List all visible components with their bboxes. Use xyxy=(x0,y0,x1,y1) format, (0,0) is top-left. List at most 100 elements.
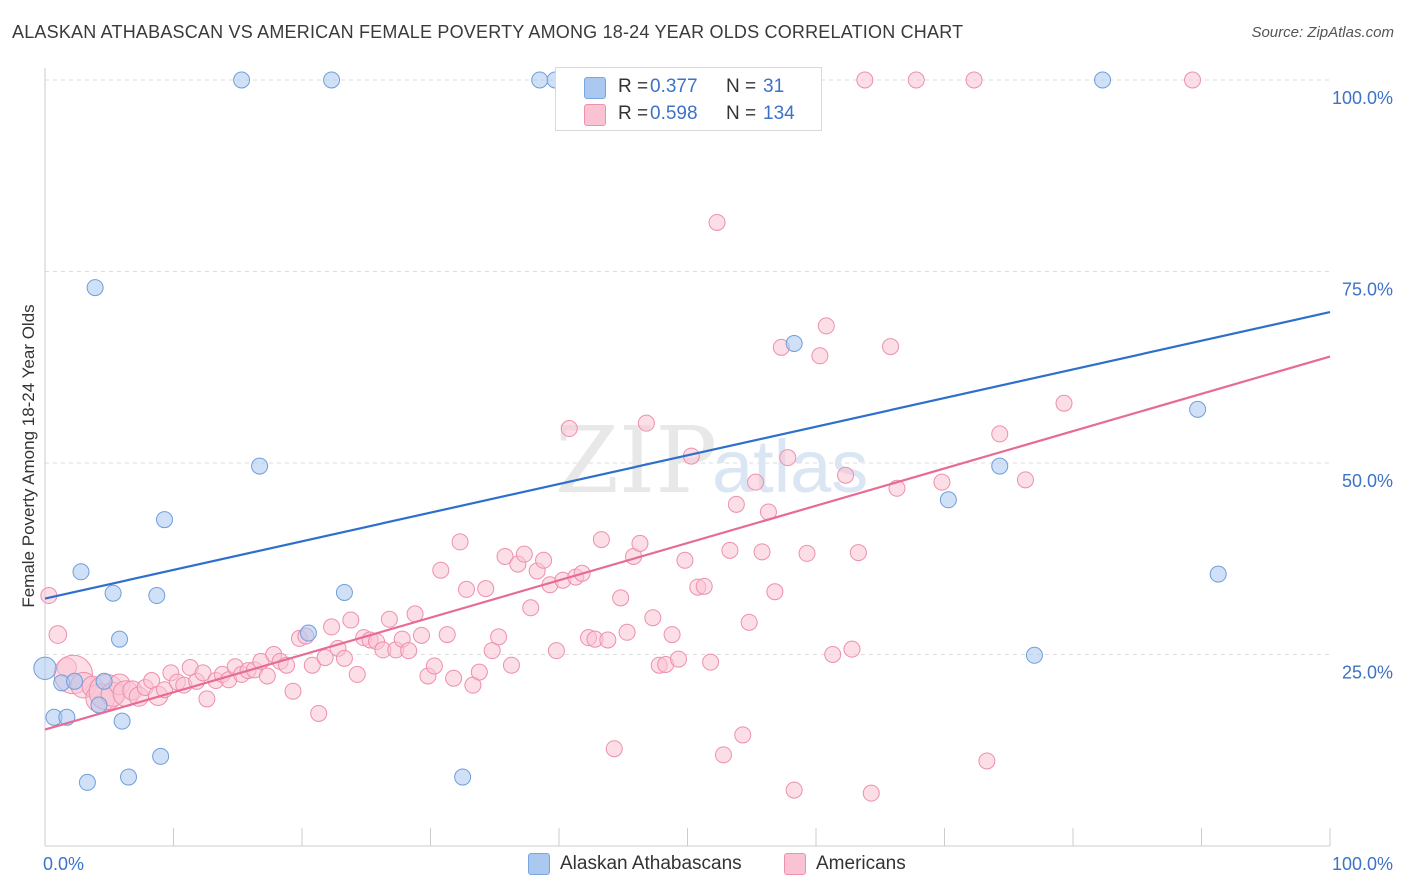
data-point-americans xyxy=(1016,471,1034,489)
legend-r-label: R = xyxy=(618,76,649,97)
data-point-americans xyxy=(824,646,842,663)
data-point-americans xyxy=(48,625,68,644)
data-point-alaskan-athabascans xyxy=(939,491,957,509)
data-point-alaskan-athabascans xyxy=(86,279,104,297)
watermark: ZIP atlas xyxy=(555,407,868,514)
data-point-americans xyxy=(310,704,328,722)
data-point-americans xyxy=(316,649,334,667)
data-point-alaskan-athabascans xyxy=(299,624,317,642)
data-point-alaskan-athabascans xyxy=(72,563,90,581)
data-point-americans xyxy=(766,583,784,601)
legend-row-alaskan-athabascans: R = 0.377 N = 31 xyxy=(556,74,821,100)
bottom-legend-alaskan-athabascans: Alaskan Athabascans xyxy=(528,852,742,876)
data-point-americans xyxy=(631,534,649,552)
bottom-legend-label: Alaskan Athabascans xyxy=(560,853,742,874)
data-point-alaskan-athabascans xyxy=(33,656,57,680)
data-point-americans xyxy=(445,669,463,687)
data-point-americans xyxy=(490,628,508,646)
data-point-americans xyxy=(670,650,688,668)
chart-title: ALASKAN ATHABASCAN VS AMERICAN FEMALE PO… xyxy=(12,22,964,42)
legend-n-label: N = xyxy=(726,76,757,97)
trend-line-americans xyxy=(44,355,1331,731)
bottom-legend-label: Americans xyxy=(816,853,906,874)
data-point-americans xyxy=(811,347,829,365)
data-point-americans xyxy=(753,543,771,561)
data-point-americans xyxy=(335,649,353,667)
correlation-legend: R = 0.377 N = 31 R = 0.598 N = 134 xyxy=(555,67,822,131)
data-point-alaskan-athabascans xyxy=(335,583,353,601)
data-point-americans xyxy=(515,545,533,563)
data-point-americans xyxy=(978,752,996,770)
data-point-americans xyxy=(708,213,726,231)
data-point-americans xyxy=(644,609,662,627)
data-point-americans xyxy=(714,746,732,764)
data-point-americans xyxy=(547,642,565,660)
data-point-americans xyxy=(882,338,900,356)
data-point-americans xyxy=(194,664,212,682)
data-point-americans xyxy=(837,466,855,484)
data-point-americans xyxy=(676,551,694,569)
data-point-americans xyxy=(702,653,720,671)
data-point-americans xyxy=(592,531,610,549)
data-point-alaskan-athabascans xyxy=(104,584,122,602)
trend-line-alaskan-athabascans xyxy=(44,311,1331,600)
data-point-americans xyxy=(284,682,302,700)
data-point-americans xyxy=(695,577,713,595)
axes xyxy=(44,68,1331,847)
data-point-americans xyxy=(740,613,758,631)
data-point-alaskan-athabascans xyxy=(1094,71,1112,89)
bottom-legend-swatch-blue xyxy=(528,852,550,875)
y-tick-label: 25.0% xyxy=(1342,663,1393,683)
legend-swatch-pink xyxy=(584,104,606,126)
data-point-americans xyxy=(342,611,360,629)
bottom-legend-swatch-pink xyxy=(784,852,806,875)
data-point-alaskan-athabascans xyxy=(785,335,803,353)
data-point-alaskan-athabascans xyxy=(531,71,549,89)
data-point-americans xyxy=(425,657,443,675)
data-point-americans xyxy=(779,449,797,467)
data-point-americans xyxy=(1055,394,1073,412)
x-tick-label-min: 0.0% xyxy=(43,854,84,874)
data-point-americans xyxy=(965,71,983,89)
data-point-americans xyxy=(747,473,765,491)
data-point-americans xyxy=(438,626,456,644)
data-point-alaskan-athabascans xyxy=(120,768,138,786)
data-point-americans xyxy=(798,544,816,562)
data-point-americans xyxy=(470,663,488,681)
legend-row-americans: R = 0.598 N = 134 xyxy=(556,101,821,127)
series-alaskan-athabascans-points xyxy=(33,71,1227,791)
data-point-americans xyxy=(721,541,739,559)
data-point-americans xyxy=(496,547,514,565)
y-tick-label: 75.0% xyxy=(1342,280,1393,300)
data-point-alaskan-athabascans xyxy=(113,712,131,730)
data-point-alaskan-athabascans xyxy=(233,71,251,89)
source-credit: Source: ZipAtlas.com xyxy=(1251,24,1394,41)
data-point-americans xyxy=(483,642,501,660)
data-point-americans xyxy=(413,626,431,644)
data-point-americans xyxy=(400,642,418,660)
data-point-americans xyxy=(605,740,623,758)
axis-labels: 25.0% 50.0% 75.0% 100.0% 0.0% 100.0% Female Po… xyxy=(19,88,1393,874)
data-point-americans xyxy=(560,420,578,438)
data-point-americans xyxy=(817,317,835,335)
trend-lines xyxy=(44,311,1331,731)
data-point-alaskan-athabascans xyxy=(1025,646,1043,664)
legend-swatch-blue xyxy=(584,77,606,99)
legend-n-value: 31 xyxy=(763,76,785,97)
data-point-americans xyxy=(637,414,655,432)
legend-r-label: R = xyxy=(618,103,649,124)
y-tick-label: 100.0% xyxy=(1332,88,1393,108)
data-point-americans xyxy=(849,544,867,562)
data-point-alaskan-athabascans xyxy=(1189,400,1207,418)
data-point-americans xyxy=(451,533,469,551)
x-tick-label-max: 100.0% xyxy=(1332,854,1393,874)
data-point-americans xyxy=(348,665,366,683)
data-point-americans xyxy=(991,425,1009,443)
data-point-americans xyxy=(933,473,951,491)
data-point-alaskan-athabascans xyxy=(95,672,113,690)
data-point-alaskan-athabascans xyxy=(111,630,129,648)
data-point-americans xyxy=(522,599,540,617)
bottom-legend-americans: Americans xyxy=(784,852,906,876)
data-point-alaskan-athabascans xyxy=(148,587,166,605)
